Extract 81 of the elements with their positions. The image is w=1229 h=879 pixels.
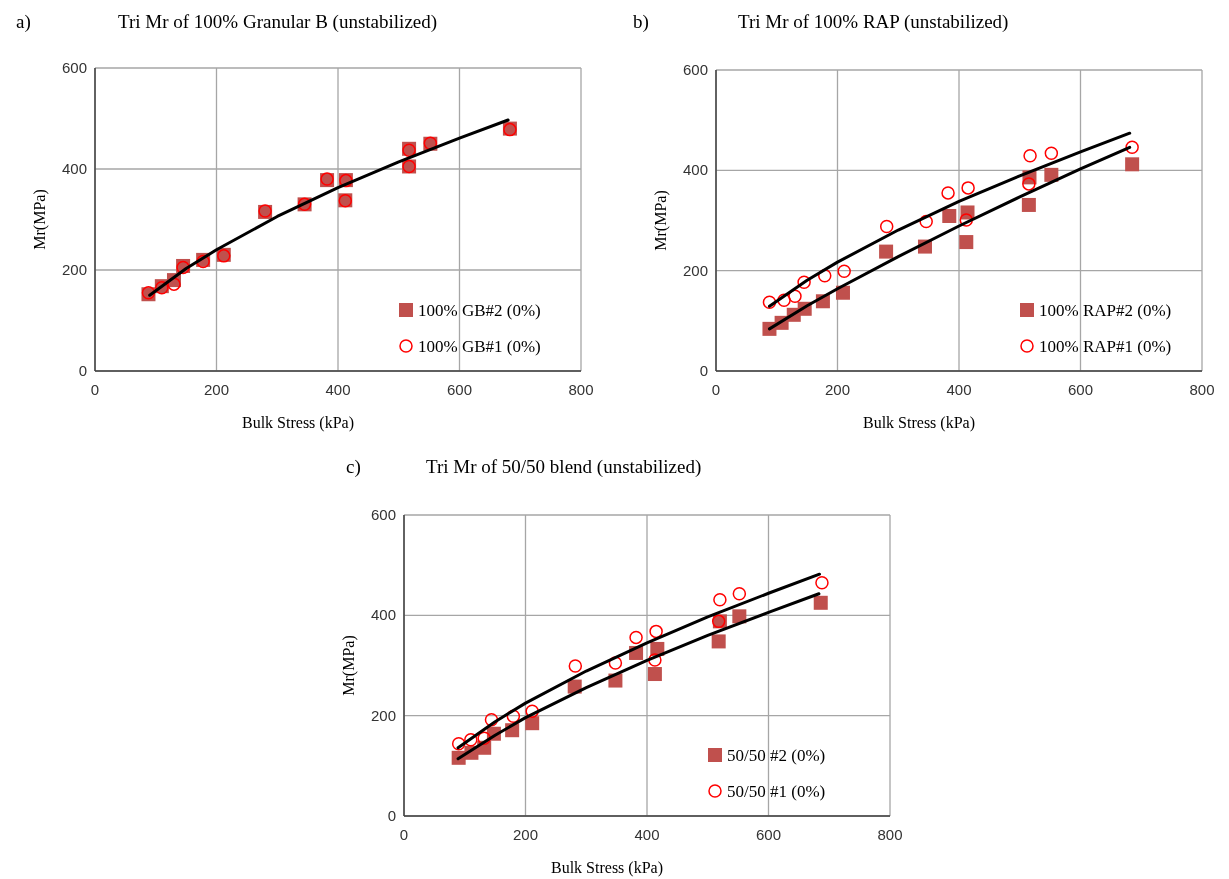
chart-title: Tri Mr of 50/50 blend (unstabilized) [426, 456, 702, 478]
y-tick-label: 400 [61, 160, 87, 177]
x-axis-title: Bulk Stress (kPa) [863, 414, 975, 432]
point [484, 712, 499, 727]
y-axis-title: Mr(MPa) [31, 189, 49, 250]
y-tick-label: 0 [387, 807, 396, 824]
point [451, 737, 466, 751]
point [506, 709, 521, 723]
point [629, 630, 643, 645]
legend-label: 100% RAP#2 (0%) [1039, 301, 1172, 320]
y-tick-label: 600 [370, 506, 396, 523]
x-tick-label: 200 [512, 826, 539, 843]
chart-title: Tri Mr of 100% Granular B (unstabilized) [118, 11, 438, 33]
point [959, 213, 974, 227]
legend-label: 100% GB#2 (0%) [418, 301, 541, 320]
legend-label: 50/50 #1 (0%) [727, 782, 826, 801]
point [919, 214, 933, 229]
chart-title: Tri Mr of 100% RAP (unstabilized) [738, 11, 1009, 33]
point [1021, 197, 1036, 212]
point [815, 575, 829, 590]
point [711, 634, 726, 649]
point [813, 595, 828, 610]
y-tick-label: 0 [699, 362, 708, 379]
x-tick-label: 200 [824, 381, 851, 398]
x-tick-label: 800 [1189, 381, 1215, 398]
y-tick-label: 200 [370, 706, 396, 724]
legend-label: 100% GB#1 (0%) [418, 337, 541, 356]
point [797, 275, 811, 289]
y-axis-title: Mr(MPa) [340, 635, 358, 696]
point [762, 295, 777, 310]
legend-label: 100% RAP#1 (0%) [1039, 337, 1172, 356]
point [942, 208, 957, 223]
point [477, 731, 491, 745]
point [788, 289, 802, 303]
point [649, 624, 663, 639]
x-tick-label: 600 [755, 826, 782, 843]
point [941, 186, 955, 200]
x-tick-label: 0 [90, 381, 100, 398]
legend-label: 50/50 #2 (0%) [727, 746, 826, 765]
y-tick-label: 200 [61, 261, 87, 278]
text: b) [633, 11, 649, 33]
point [777, 293, 791, 308]
point [648, 653, 662, 667]
point [959, 235, 974, 250]
point [1125, 140, 1139, 155]
x-tick-label: 400 [946, 381, 972, 398]
x-axis-title: Bulk Stress (kPa) [551, 859, 663, 877]
point [879, 219, 894, 234]
x-tick-label: 600 [446, 381, 473, 398]
x-tick-label: 600 [1067, 381, 1094, 398]
point [1023, 149, 1037, 163]
y-tick-label: 200 [682, 261, 708, 279]
text: c) [346, 456, 361, 478]
y-axis-title: Mr(MPa) [652, 190, 670, 251]
x-tick-label: 0 [711, 381, 721, 398]
x-tick-label: 0 [399, 826, 409, 843]
y-tick-label: 600 [61, 59, 87, 76]
text: a) [16, 11, 31, 33]
x-tick-label: 800 [877, 826, 903, 843]
x-tick-label: 800 [568, 381, 594, 398]
point [568, 659, 583, 673]
y-tick-label: 0 [78, 362, 87, 379]
point [464, 733, 478, 747]
point [1022, 177, 1036, 191]
point [961, 181, 975, 195]
point [879, 244, 894, 259]
point [1125, 157, 1140, 172]
y-tick-label: 600 [682, 61, 708, 78]
x-tick-label: 400 [325, 381, 351, 398]
point [837, 264, 851, 278]
y-tick-label: 400 [370, 606, 396, 624]
x-axis-title: Bulk Stress (kPa) [242, 414, 354, 432]
point [732, 587, 747, 601]
point [525, 704, 539, 718]
x-tick-label: 200 [203, 381, 230, 398]
y-tick-label: 400 [682, 161, 708, 179]
point [1044, 146, 1059, 161]
point [732, 609, 747, 624]
x-tick-label: 400 [634, 826, 660, 843]
point [713, 593, 727, 607]
point [647, 667, 662, 682]
